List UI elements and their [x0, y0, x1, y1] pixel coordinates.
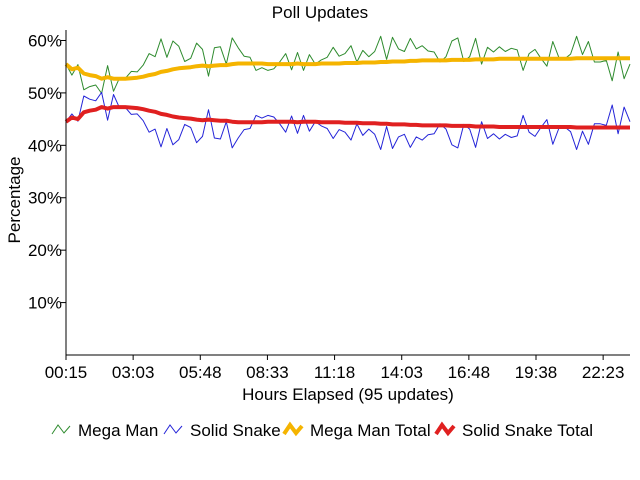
series-line-mega-man-total: [64, 56, 630, 81]
x-tick-label: 19:38: [515, 363, 558, 382]
x-tick-label: 14:03: [380, 363, 423, 382]
legend-swatch: [434, 421, 456, 437]
x-axis-label: Hours Elapsed (95 updates): [242, 385, 454, 404]
series-line-solid-snake: [65, 91, 631, 150]
legend-swatch: [282, 421, 304, 437]
x-axis-ticks: 00:15 03:03 05:48 08:33 11:18 14:03 16:48 19:38…: [45, 355, 625, 382]
legend-label: Solid Snake: [190, 421, 281, 440]
x-tick-label: 05:48: [179, 363, 222, 382]
y-tick-label: 30%: [28, 189, 62, 208]
legend-swatch: [163, 424, 183, 435]
plot-lines: [64, 35, 631, 150]
legend-label: Solid Snake Total: [462, 421, 593, 440]
legend-swatch: [51, 424, 71, 435]
x-tick-label: 00:15: [45, 363, 88, 382]
legend: Mega Man Solid Snake Mega Man Total Solid S…: [51, 421, 593, 440]
x-tick-label: 03:03: [112, 363, 155, 382]
legend-label: Mega Man: [78, 421, 158, 440]
legend-label: Mega Man Total: [310, 421, 431, 440]
y-tick-label: 20%: [28, 241, 62, 260]
y-axis-label: Percentage: [5, 157, 24, 244]
chart-title: Poll Updates: [272, 3, 368, 22]
x-tick-label: 11:18: [314, 363, 355, 382]
y-tick-label: 50%: [28, 84, 62, 103]
series-line-mega-man: [65, 35, 631, 94]
y-tick-label: 10%: [28, 294, 62, 313]
x-tick-label: 08:33: [246, 363, 289, 382]
y-tick-label: 60%: [28, 31, 62, 50]
x-tick-label: 16:48: [448, 363, 491, 382]
series-line-solid-snake-total: [64, 105, 630, 130]
x-tick-label: 22:23: [582, 363, 625, 382]
y-axis-ticks: 10% 20% 30% 40% 50% 60%: [28, 31, 66, 313]
y-tick-label: 40%: [28, 136, 62, 155]
